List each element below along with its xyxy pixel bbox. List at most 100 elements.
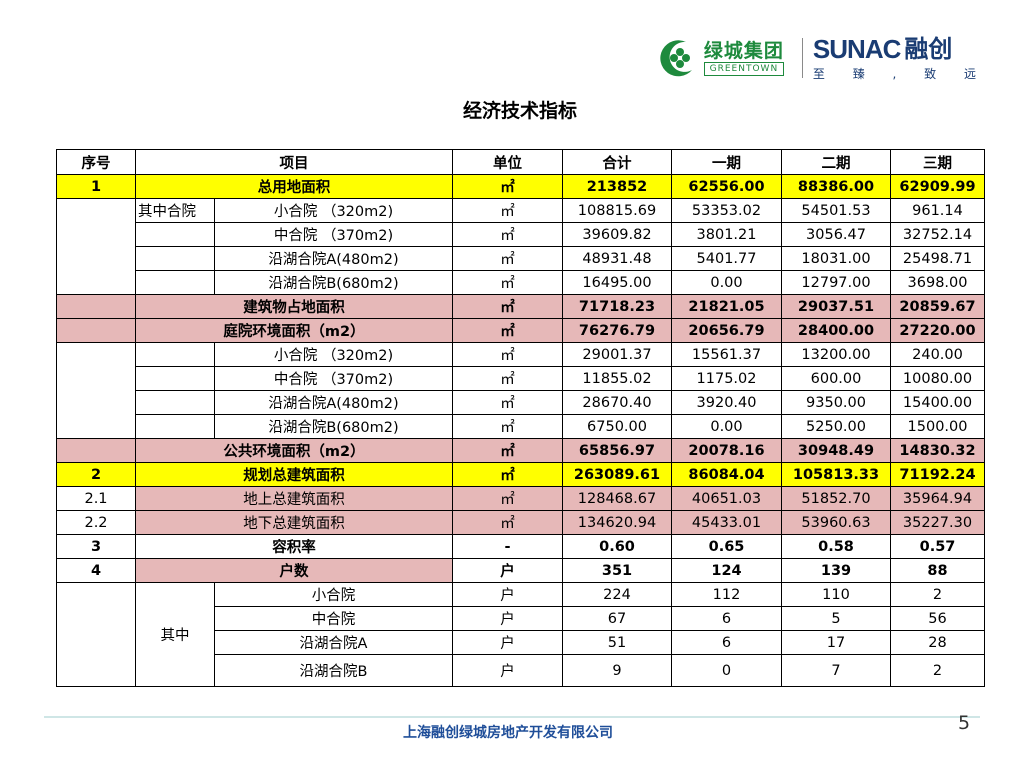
row-total: 51	[562, 630, 672, 655]
row-phase2: 3056.47	[781, 222, 891, 247]
row-unit: ㎡	[452, 198, 563, 223]
row-phase3: 15400.00	[890, 390, 985, 415]
row-group-empty	[135, 414, 215, 439]
col-header-unit: 单位	[452, 149, 563, 175]
row-label: 沿湖合院A(480m2)	[214, 390, 453, 415]
table-row: 其中 小合院 户 224 112 110 2	[56, 582, 985, 687]
row-phase2: 105813.33	[781, 462, 891, 487]
row-phase1: 3920.40	[671, 390, 782, 415]
row-label: 中合院	[214, 606, 453, 631]
row-phase3: 1500.00	[890, 414, 985, 439]
sunac-slogan: 至 臻 , 致 远	[812, 66, 988, 81]
row-no: 3	[56, 534, 136, 559]
row-phase1: 45433.01	[671, 510, 782, 535]
row-phase2: 30948.49	[781, 438, 891, 463]
row-phase3: 25498.71	[890, 246, 985, 271]
row-phase3: 3698.00	[890, 270, 985, 295]
row-phase2: 12797.00	[781, 270, 891, 295]
row-phase3: 0.57	[890, 534, 985, 559]
row-group-label: 其中	[135, 582, 215, 687]
row-phase1: 15561.37	[671, 342, 782, 367]
table-row: 小合院 （320m2) ㎡ 29001.37 15561.37 13200.00…	[56, 342, 985, 439]
row-label: 容积率	[135, 534, 453, 559]
row-unit: 户	[452, 654, 563, 687]
row-no: 4	[56, 558, 136, 583]
footer-company: 上海融创绿城房地产开发有限公司	[403, 725, 613, 741]
table-row: 沿湖合院B 户 9 0 7 2	[57, 654, 985, 687]
row-unit: 户	[452, 582, 563, 607]
col-header-total: 合计	[562, 149, 672, 175]
table-row: 庭院环境面积（m2） ㎡ 76276.79 20656.79 28400.00 …	[56, 318, 985, 343]
row-total: 67	[562, 606, 672, 631]
row-total: 29001.37	[562, 342, 672, 367]
row-no: 1	[56, 174, 136, 199]
row-unit: 户	[452, 606, 563, 631]
row-total: 0.60	[562, 534, 672, 559]
row-no: 2.2	[56, 510, 136, 535]
row-phase1: 53353.02	[671, 198, 782, 223]
row-group-empty	[135, 222, 215, 247]
row-phase3: 62909.99	[890, 174, 985, 199]
row-label: 沿湖合院B(680m2)	[214, 270, 453, 295]
row-total: 9	[562, 654, 672, 687]
sunac-logo-icon: SUNAC	[812, 33, 901, 64]
row-total: 134620.94	[562, 510, 672, 535]
row-group-empty	[135, 366, 215, 391]
row-phase2: 110	[781, 582, 891, 607]
row-unit: 户	[452, 630, 563, 655]
row-phase1: 0	[671, 654, 782, 687]
row-phase3: 28	[890, 630, 985, 655]
row-unit: ㎡	[452, 318, 563, 343]
row-total: 263089.61	[562, 462, 672, 487]
table-row: 2.2 地下总建筑面积 ㎡ 134620.94 45433.01 53960.6…	[56, 510, 985, 535]
greentown-cn-name: 绿城集团	[703, 40, 784, 62]
row-phase1: 6	[671, 630, 782, 655]
row-unit: ㎡	[452, 486, 563, 511]
table-row: 沿湖合院A(480m2) ㎡ 28670.40 3920.40 9350.00 …	[57, 390, 985, 415]
row-total: 16495.00	[562, 270, 672, 295]
row-total: 48931.48	[562, 246, 672, 271]
row-unit: ㎡	[452, 390, 563, 415]
row-no	[56, 294, 136, 319]
row-unit: ㎡	[452, 342, 563, 367]
row-phase2: 54501.53	[781, 198, 891, 223]
row-no	[56, 318, 136, 343]
row-label: 沿湖合院A	[214, 630, 453, 655]
row-label: 沿湖合院B(680m2)	[214, 414, 453, 439]
sunac-cn-name: 融创	[904, 34, 953, 63]
row-phase2: 88386.00	[781, 174, 891, 199]
row-phase3: 56	[890, 606, 985, 631]
row-phase1: 5401.77	[671, 246, 782, 271]
row-label: 中合院 （370m2)	[214, 366, 453, 391]
row-group-label: 其中合院	[135, 198, 215, 223]
row-phase1: 6	[671, 606, 782, 631]
row-phase3: 14830.32	[890, 438, 985, 463]
row-label: 规划总建筑面积	[135, 462, 453, 487]
row-phase2: 9350.00	[781, 390, 891, 415]
row-phase1: 1175.02	[671, 366, 782, 391]
row-label: 小合院	[214, 582, 453, 607]
row-total: 39609.82	[562, 222, 672, 247]
row-phase2: 5	[781, 606, 891, 631]
row-unit: -	[452, 534, 563, 559]
row-unit: ㎡	[452, 246, 563, 271]
row-phase2: 28400.00	[781, 318, 891, 343]
row-unit: ㎡	[452, 438, 563, 463]
greentown-logo: 绿城集团 GREENTOWN	[656, 36, 784, 80]
indicator-table: 序号 项目 单位 合计 一期 二期 三期 备注 1 总用地面积 ㎡ 213852…	[56, 149, 985, 687]
row-no-empty	[56, 582, 136, 687]
row-phase2: 13200.00	[781, 342, 891, 367]
row-no	[56, 438, 136, 463]
table-row: 其中合院 小合院 （320m2) ㎡ 108815.69 53353.02 54…	[56, 198, 985, 295]
row-phase1: 0.65	[671, 534, 782, 559]
footer-divider	[44, 716, 980, 718]
row-phase3: 35964.94	[890, 486, 985, 511]
row-no-empty	[56, 198, 136, 295]
row-label: 建筑物占地面积	[135, 294, 453, 319]
row-label: 沿湖合院B	[214, 654, 453, 687]
row-group-empty	[135, 246, 215, 271]
row-total: 213852	[562, 174, 672, 199]
row-phase1: 86084.04	[671, 462, 782, 487]
col-header-phase1: 一期	[671, 149, 782, 175]
greentown-en-name: GREENTOWN	[703, 62, 784, 76]
